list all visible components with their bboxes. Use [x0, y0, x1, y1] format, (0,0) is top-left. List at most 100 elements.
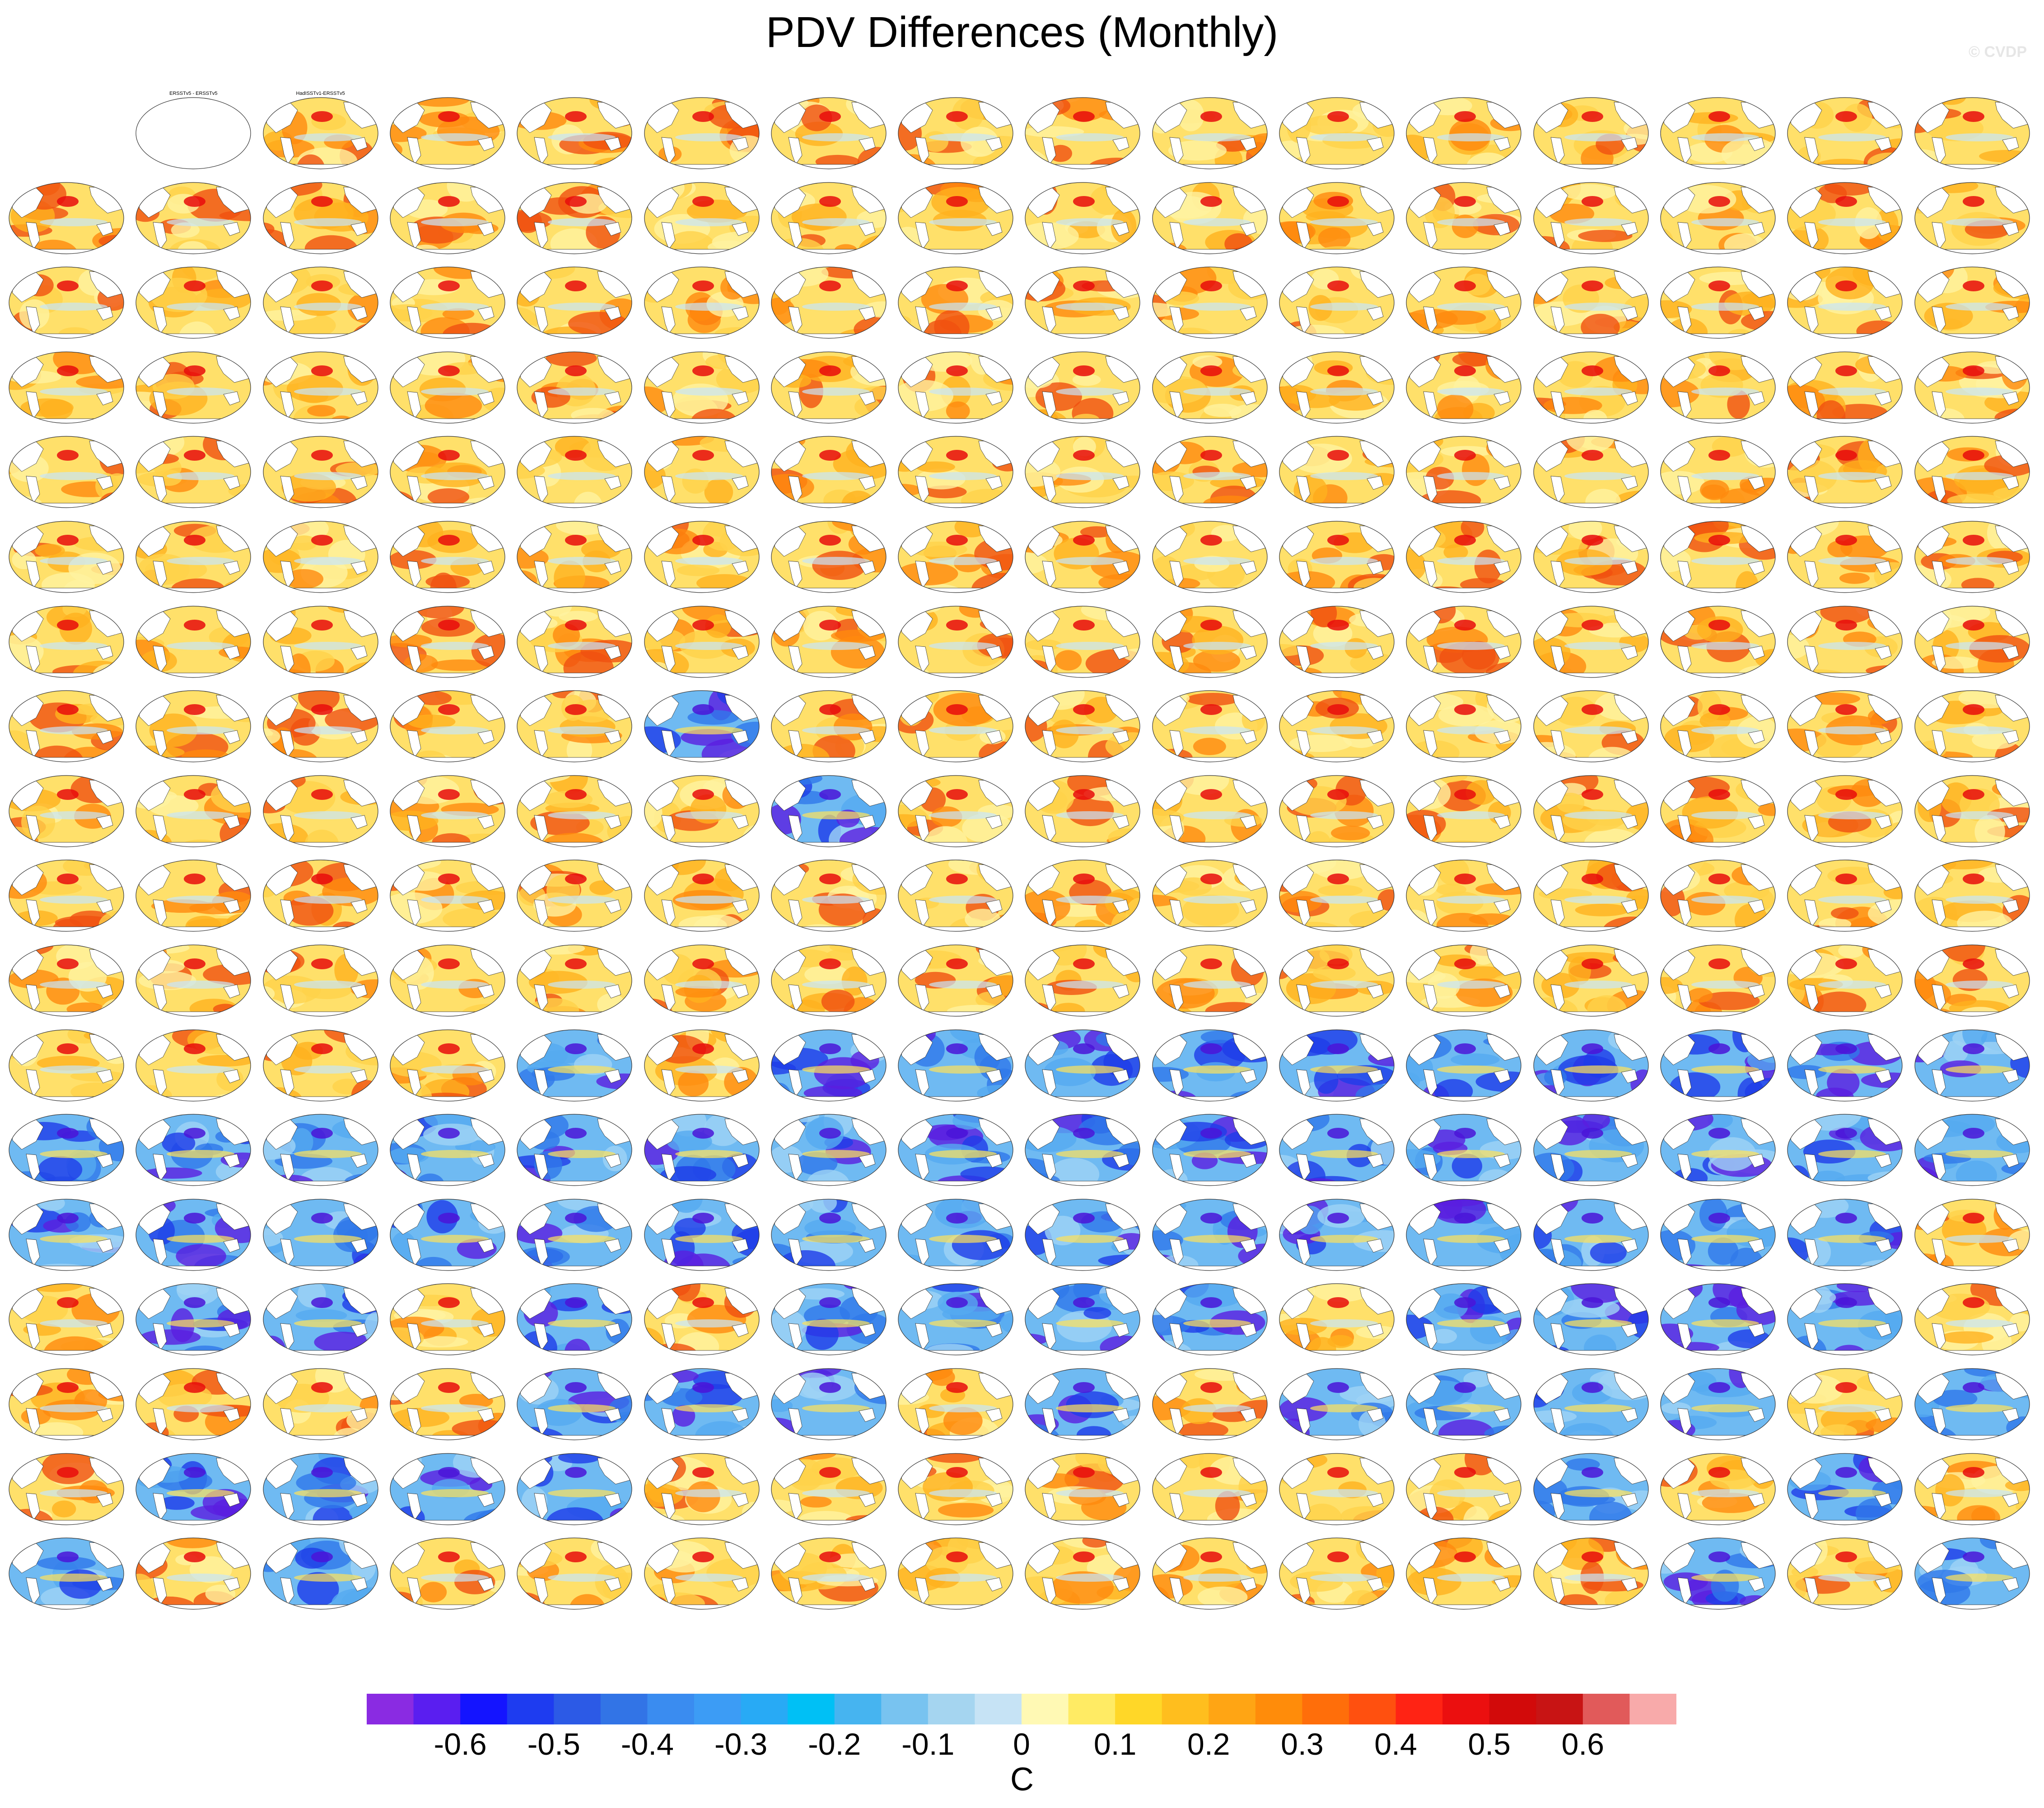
map-panel — [641, 1192, 763, 1274]
map-panel-map — [1025, 436, 1140, 508]
map-panel-map — [644, 605, 760, 678]
map-panel-map — [1406, 266, 1521, 339]
map-panel-map — [1660, 1537, 1776, 1610]
map-panel-map — [9, 1283, 124, 1355]
map-panel — [1911, 768, 2033, 850]
colorbar-tick-label: -0.2 — [808, 1727, 861, 1761]
map-panel-map — [1406, 775, 1521, 847]
map-panel-map — [262, 775, 378, 847]
map-panel — [513, 429, 635, 511]
map-panel — [1149, 1276, 1271, 1359]
map-panel — [1276, 1023, 1398, 1105]
map-panel — [132, 429, 254, 511]
colorbar-swatch — [647, 1694, 695, 1724]
map-panel — [768, 938, 890, 1020]
map-panel — [5, 683, 127, 766]
map-panel-map — [1279, 1114, 1395, 1186]
map-panel-map — [390, 436, 505, 508]
map-panel — [132, 1107, 254, 1189]
map-panel — [1276, 853, 1398, 935]
map-panel-map — [9, 521, 124, 593]
map-panel-map — [644, 521, 760, 593]
map-panel-map — [1787, 436, 1903, 508]
map-panel — [895, 260, 1017, 342]
map-panel — [1530, 175, 1652, 257]
map-panel-map — [262, 1283, 378, 1355]
map-panel-map — [1152, 690, 1268, 762]
map-panel-map — [262, 1114, 378, 1186]
map-panel — [1530, 514, 1652, 596]
map-panel-map — [1787, 1368, 1903, 1440]
map-panel-map — [1787, 266, 1903, 339]
map-panel — [513, 175, 635, 257]
map-panel-map — [1660, 1368, 1776, 1440]
map-panel-map — [1533, 605, 1649, 678]
map-panel — [5, 853, 127, 935]
colorbar-swatch — [1489, 1694, 1536, 1724]
map-panel-map — [898, 944, 1013, 1017]
map-panel-map — [390, 690, 505, 762]
map-panel — [5, 768, 127, 850]
map-panel — [1149, 1446, 1271, 1528]
map-panel-map — [771, 605, 887, 678]
colorbar-swatch — [460, 1694, 508, 1724]
map-panel-map — [1787, 1453, 1903, 1525]
map-panel-map — [517, 1368, 632, 1440]
colorbar-tick-label: 0.4 — [1374, 1727, 1417, 1761]
map-panel — [1530, 345, 1652, 427]
map-panel-map — [1533, 521, 1649, 593]
map-panel-map — [262, 860, 378, 932]
map-panel — [1022, 683, 1143, 766]
map-panel — [260, 1107, 382, 1189]
colorbar-swatch — [1582, 1694, 1630, 1724]
map-panel-map — [898, 97, 1013, 169]
map-panel — [1657, 429, 1779, 511]
map-panel-map — [1533, 1537, 1649, 1610]
map-panel — [1784, 1276, 1906, 1359]
map-panel-map — [898, 1199, 1013, 1271]
colorbar-tick-label: 0.5 — [1468, 1727, 1511, 1761]
map-panel-map — [1914, 1114, 2030, 1186]
map-panel-map — [9, 182, 124, 254]
map-panel-map — [898, 1029, 1013, 1102]
map-panel-map — [644, 1199, 760, 1271]
map-panel — [513, 1361, 635, 1444]
map-panel-map — [1660, 436, 1776, 508]
map-panel — [1276, 599, 1398, 681]
map-panel-map — [1914, 266, 2030, 339]
map-panel-map — [771, 1537, 887, 1610]
map-panel-map — [1279, 775, 1395, 847]
map-panel — [895, 514, 1017, 596]
map-panel — [768, 1192, 890, 1274]
map-panel — [641, 429, 763, 511]
map-panel — [132, 1023, 254, 1105]
colorbar-swatch — [1162, 1694, 1209, 1724]
map-panel-map — [9, 1537, 124, 1610]
map-panel-map — [517, 1029, 632, 1102]
map-panel-map — [1279, 944, 1395, 1017]
map-panel-map — [390, 1368, 505, 1440]
map-panel-map — [1152, 182, 1268, 254]
map-panel — [1530, 260, 1652, 342]
map-panel-map — [1787, 690, 1903, 762]
map-panel — [513, 1023, 635, 1105]
map-panel-map — [644, 436, 760, 508]
map-panel — [641, 599, 763, 681]
map-panel-map — [1406, 1368, 1521, 1440]
map-panel-map — [1914, 605, 2030, 678]
map-panel — [1911, 345, 2033, 427]
map-panel-map — [9, 690, 124, 762]
map-panel-map — [898, 266, 1013, 339]
map-panel — [132, 1192, 254, 1274]
map-panel-map — [644, 944, 760, 1017]
map-panel — [1276, 1446, 1398, 1528]
map-panel-map — [1025, 1283, 1140, 1355]
map-panel — [1911, 260, 2033, 342]
map-panel — [641, 175, 763, 257]
colorbar-units-label: C — [1010, 1761, 1034, 1798]
map-panel — [5, 1276, 127, 1359]
map-panel-map — [262, 944, 378, 1017]
map-panel: ERSSTv5 - ERSSTv5 — [132, 90, 254, 173]
map-panel — [1149, 853, 1271, 935]
map-panel — [1276, 90, 1398, 173]
